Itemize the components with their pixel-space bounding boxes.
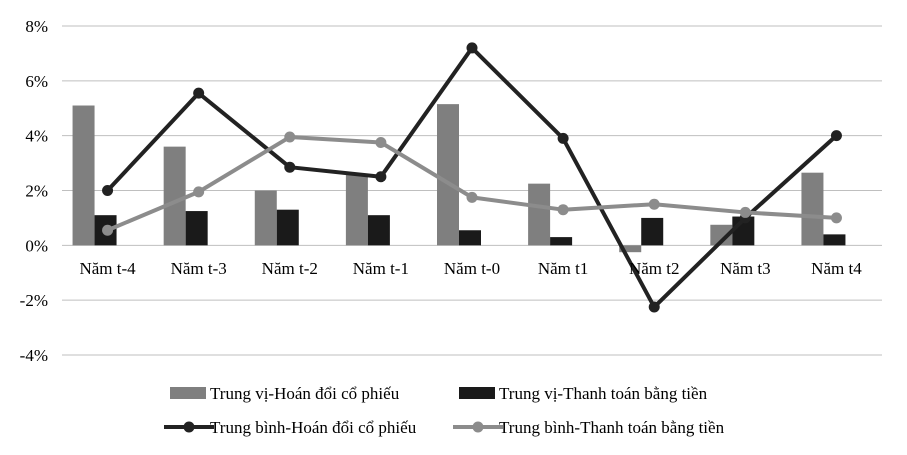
bar bbox=[367, 215, 390, 246]
x-axis: Năm t-4 Năm t-3 Năm t-2 Năm t-1 Năm t-0 Năm t… bbox=[79, 259, 862, 278]
x-tick-label: Năm t-3 bbox=[171, 259, 227, 278]
legend-label: Trung bình-Hoán đổi cổ phiếu bbox=[210, 418, 417, 437]
data-point bbox=[739, 206, 751, 218]
data-point bbox=[557, 204, 569, 216]
data-point bbox=[102, 224, 114, 236]
x-tick-label: Năm t-1 bbox=[353, 259, 409, 278]
x-tick-label: Năm t-2 bbox=[262, 259, 318, 278]
data-point bbox=[375, 171, 387, 183]
x-tick-label: Năm t-4 bbox=[79, 259, 136, 278]
legend-label: Trung vị-Hoán đổi cổ phiếu bbox=[210, 384, 400, 403]
bar bbox=[345, 174, 368, 246]
legend-swatch bbox=[459, 387, 495, 399]
bar bbox=[550, 237, 573, 246]
bar bbox=[823, 234, 846, 246]
y-tick-label: -2% bbox=[20, 291, 48, 310]
bar bbox=[163, 146, 186, 246]
bar bbox=[72, 105, 95, 246]
legend: Trung vị-Hoán đổi cổ phiếu Trung vị-Thanh… bbox=[164, 384, 725, 437]
y-axis: -4% -2% 0% 2% 4% 6% 8% bbox=[20, 17, 48, 365]
data-point bbox=[284, 161, 296, 173]
data-point bbox=[648, 301, 660, 313]
legend-label: Trung vị-Thanh toán bằng tiền bbox=[499, 384, 708, 403]
y-tick-label: 6% bbox=[25, 72, 48, 91]
bar bbox=[710, 224, 733, 246]
legend-label: Trung bình-Thanh toán bằng tiền bbox=[499, 418, 725, 437]
x-tick-label: Năm t3 bbox=[720, 259, 771, 278]
x-tick-label: Năm t2 bbox=[629, 259, 680, 278]
y-tick-label: 2% bbox=[25, 182, 48, 201]
data-point bbox=[375, 137, 387, 149]
data-point bbox=[466, 42, 478, 54]
series-line bbox=[106, 135, 837, 233]
bar bbox=[528, 183, 551, 246]
bar bbox=[641, 217, 664, 246]
bar bbox=[459, 230, 481, 246]
bars bbox=[72, 104, 846, 253]
x-tick-label: Năm t-0 bbox=[444, 259, 500, 278]
bar bbox=[437, 104, 459, 246]
legend-marker bbox=[183, 421, 195, 433]
data-point bbox=[830, 130, 842, 142]
data-point bbox=[830, 212, 842, 224]
data-point bbox=[557, 132, 569, 144]
data-point bbox=[284, 131, 296, 143]
data-point bbox=[466, 191, 478, 203]
bar bbox=[276, 209, 299, 246]
legend-marker bbox=[472, 421, 484, 433]
y-tick-label: 8% bbox=[25, 17, 48, 36]
data-point bbox=[193, 87, 205, 99]
legend-swatch bbox=[170, 387, 206, 399]
line-series bbox=[102, 42, 842, 313]
data-point bbox=[193, 186, 205, 198]
data-point bbox=[102, 185, 114, 196]
x-tick-label: Năm t4 bbox=[811, 259, 862, 278]
x-tick-label: Năm t1 bbox=[538, 259, 589, 278]
bar bbox=[185, 211, 208, 246]
y-tick-label: -4% bbox=[20, 346, 48, 365]
bar bbox=[254, 190, 277, 246]
bar bbox=[619, 245, 642, 253]
y-tick-label: 4% bbox=[25, 127, 48, 146]
data-point bbox=[648, 198, 660, 210]
y-tick-label: 0% bbox=[25, 236, 48, 255]
bar bbox=[801, 172, 824, 246]
